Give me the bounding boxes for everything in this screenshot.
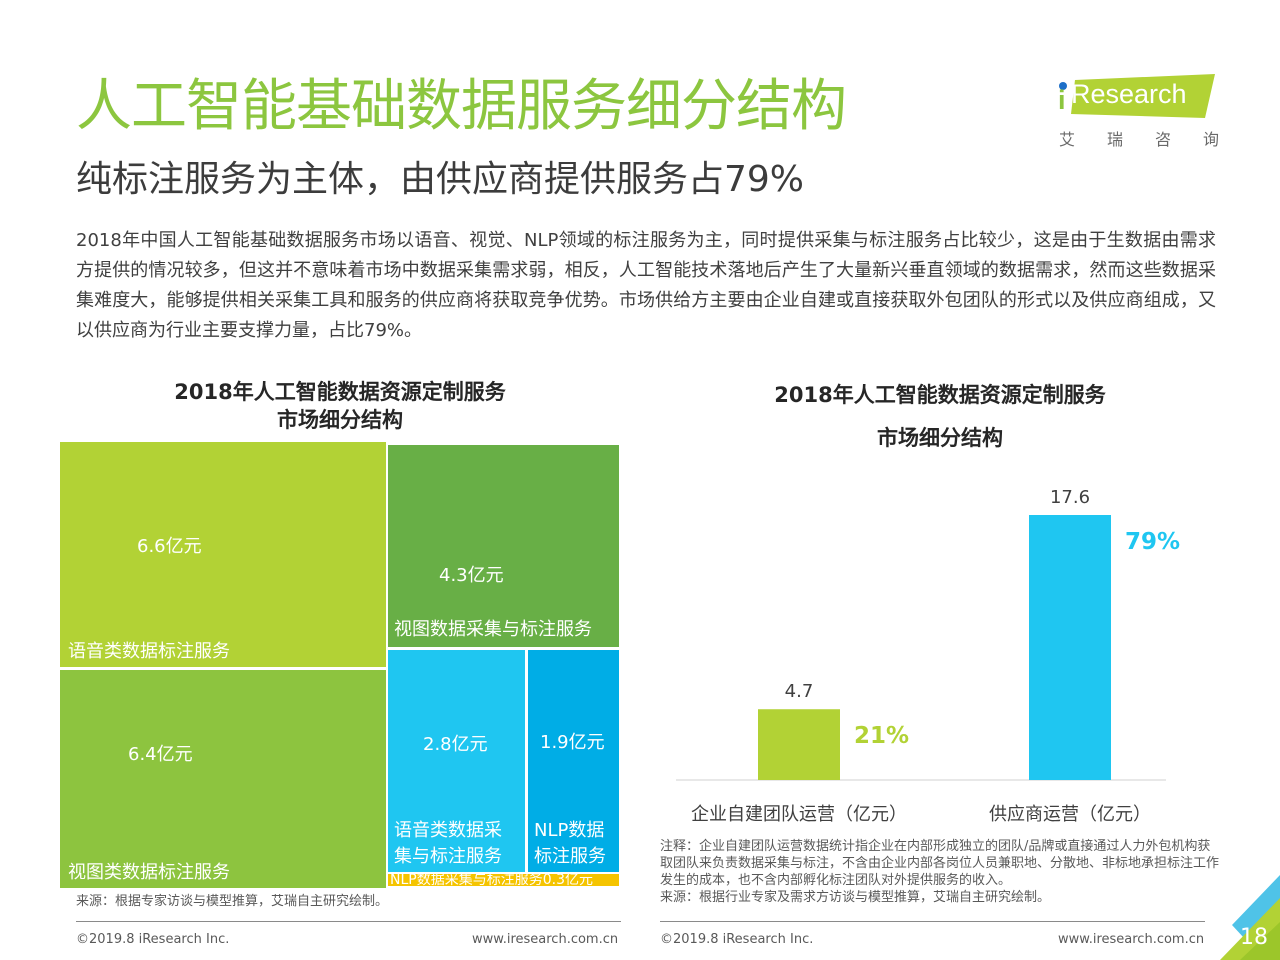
- treemap-title-line2: 市场细分结构: [277, 408, 403, 432]
- x-tick-label: 企业自建团队运营（亿元）: [691, 804, 907, 825]
- treemap-tile-voice-collection: 2.8亿元 语音类数据采 集与标注服务: [388, 650, 525, 872]
- treemap-tile-image-annotation: 6.4亿元 视图类数据标注服务: [60, 670, 386, 888]
- treemap-title: 2018年人工智能数据资源定制服务 市场细分结构: [60, 378, 620, 434]
- intro-paragraph: 2018年中国人工智能基础数据服务市场以语音、视觉、NLP领域的标注服务为主，同…: [76, 230, 1216, 341]
- logo-dot-icon: [1059, 82, 1067, 90]
- footer-divider-right: [660, 921, 1205, 922]
- bar-share-label: 21%: [854, 723, 909, 749]
- logo-char: 瑞: [1106, 130, 1123, 149]
- treemap-tile-nlp-collection: NLP数据采集与标注服务0.3亿元: [388, 874, 619, 886]
- tile-value: 6.6亿元: [137, 536, 202, 557]
- page-number: 18: [1240, 925, 1268, 950]
- treemap-tile-image-collection: 4.3亿元 视图数据采集与标注服务: [388, 445, 619, 647]
- bar-chart-notes: 注释：企业自建团队运营数据统计指企业在内部形成独立的团队/品牌或直接通过人力外包…: [660, 838, 1220, 906]
- bar-value-label: 17.6: [1050, 487, 1090, 508]
- treemap-source: 来源：根据专家访谈与模型推算，艾瑞自主研究绘制。: [76, 894, 389, 909]
- tile-label: NLP数据 标注服务: [534, 818, 606, 870]
- tile-value: 6.4亿元: [128, 744, 193, 765]
- bar-0: [758, 709, 840, 780]
- footer-copyright-right: ©2019.8 iResearch Inc.: [660, 932, 814, 947]
- bar-chart-title-line1: 2018年人工智能数据资源定制服务: [774, 383, 1106, 407]
- treemap-tile-nlp-annotation: 1.9亿元 NLP数据 标注服务: [528, 650, 619, 872]
- footer-url-right[interactable]: www.iresearch.com.cn: [1058, 932, 1205, 947]
- tile-label-line: 标注服务: [534, 846, 606, 867]
- bar-chart: 4.7 21% 企业自建团队运营（亿元） 17.6 79% 供应商运营（亿元）: [676, 487, 1180, 825]
- corner-decoration: [1220, 875, 1280, 960]
- treemap-title-line1: 2018年人工智能数据资源定制服务: [174, 380, 506, 404]
- tile-label: 语音类数据采 集与标注服务: [394, 818, 502, 870]
- footer-url-left[interactable]: www.iresearch.com.cn: [472, 932, 619, 947]
- tile-label-line: 集与标注服务: [394, 846, 502, 867]
- logo-char: 询: [1202, 130, 1219, 149]
- footer-divider-left: [76, 921, 621, 922]
- tile-value: 4.3亿元: [439, 565, 504, 586]
- tile-label-line: 语音类数据采: [394, 820, 502, 841]
- bar-1: [1029, 515, 1111, 780]
- treemap-tile-voice-annotation: 6.6亿元 语音类数据标注服务: [60, 442, 386, 667]
- bar-chart-title-line2: 市场细分结构: [877, 426, 1003, 450]
- treemap-chart: 6.6亿元 语音类数据标注服务 6.4亿元 视图类数据标注服务 4.3亿元 视图…: [60, 442, 620, 888]
- x-tick-label: 供应商运营（亿元）: [989, 804, 1151, 825]
- logo-brand-text: Research: [1071, 79, 1187, 109]
- tile-label: 视图类数据标注服务: [68, 862, 230, 883]
- bar-share-label: 79%: [1125, 529, 1180, 555]
- logo-prefix: i: [1058, 85, 1066, 115]
- tile-value: 1.9亿元: [540, 732, 605, 753]
- tile-label: 语音类数据标注服务: [68, 641, 230, 662]
- page-title: 人工智能基础数据服务细分结构: [76, 74, 847, 139]
- bar-chart-source: 来源：根据行业专家及需求方访谈与模型推算，艾瑞自主研究绘制。: [660, 890, 1051, 905]
- iresearch-logo: i Research 艾 瑞 咨 询: [1055, 68, 1220, 150]
- logo-banner-shape: [1071, 74, 1215, 118]
- page-subtitle: 纯标注服务为主体，由供应商提供服务占79%: [76, 159, 805, 200]
- tile-label-line: NLP数据: [534, 820, 605, 841]
- logo-char: 艾: [1059, 130, 1076, 149]
- logo-chinese-name: 艾 瑞 咨 询: [1059, 126, 1219, 150]
- tile-value: 2.8亿元: [423, 734, 488, 755]
- footer-copyright-left: ©2019.8 iResearch Inc.: [76, 932, 230, 947]
- logo-char: 咨: [1154, 130, 1171, 149]
- tile-label: 视图数据采集与标注服务: [394, 619, 592, 640]
- bar-value-label: 4.7: [785, 681, 814, 702]
- bar-chart-note: 注释：企业自建团队运营数据统计指企业在内部形成独立的团队/品牌或直接通过人力外包…: [660, 839, 1220, 888]
